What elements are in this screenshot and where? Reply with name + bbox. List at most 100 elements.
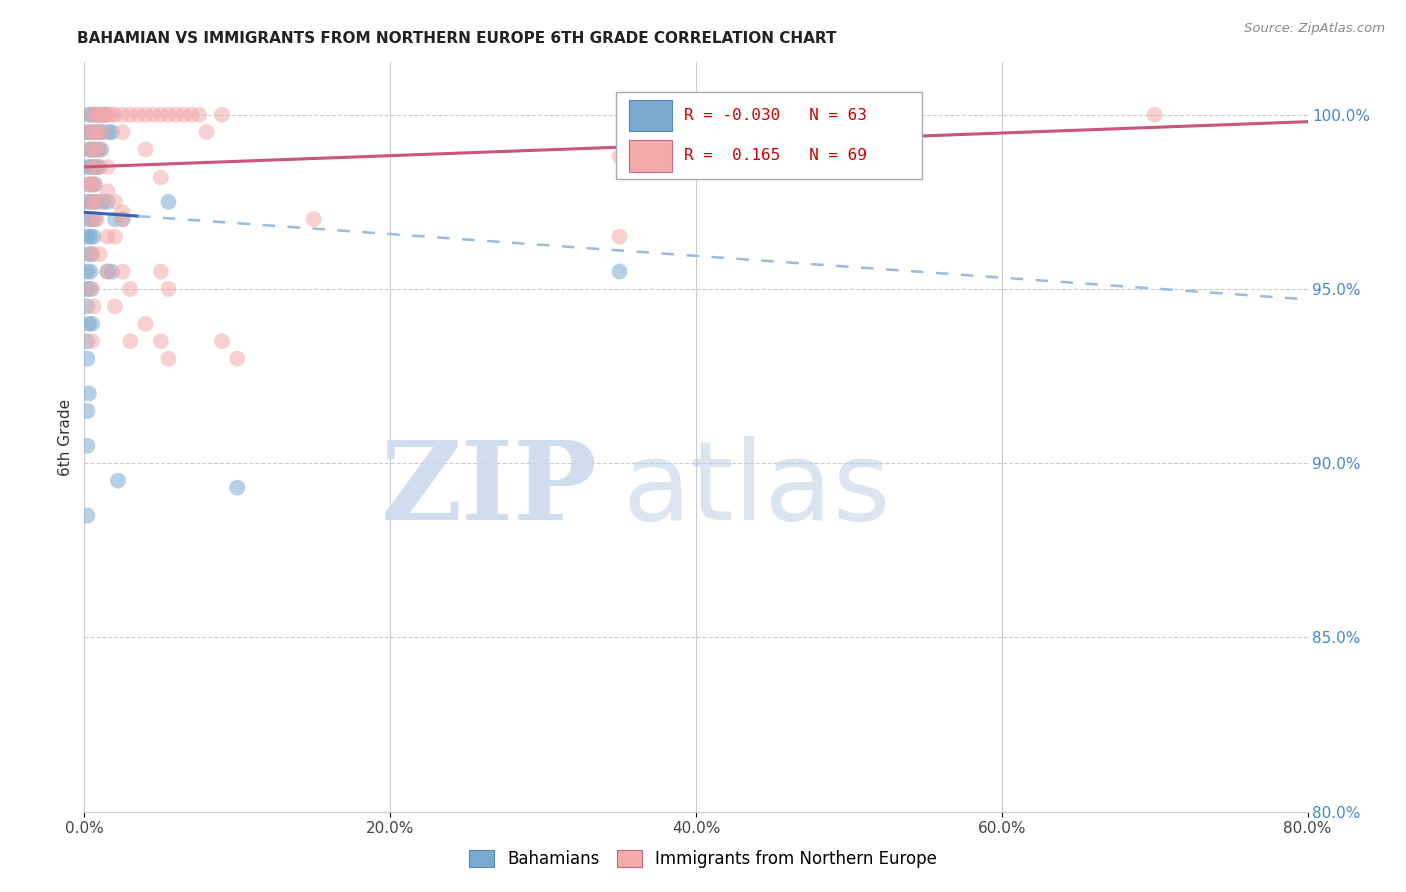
Point xyxy=(609,264,631,278)
Point xyxy=(80,160,103,174)
Point xyxy=(149,264,172,278)
Point xyxy=(135,143,157,157)
Point xyxy=(120,334,142,349)
Point xyxy=(77,212,100,227)
Point xyxy=(111,264,134,278)
Legend: Bahamians, Immigrants from Northern Europe: Bahamians, Immigrants from Northern Euro… xyxy=(463,843,943,875)
Point xyxy=(84,194,107,209)
Point xyxy=(76,334,98,349)
Point xyxy=(149,334,172,349)
Point xyxy=(157,194,180,209)
Point xyxy=(142,108,165,122)
Point xyxy=(86,212,108,227)
Point xyxy=(80,108,103,122)
Point xyxy=(80,212,103,227)
Point xyxy=(96,194,118,209)
Point xyxy=(211,108,233,122)
Point xyxy=(302,212,325,227)
Point xyxy=(77,386,100,401)
Point xyxy=(77,178,100,192)
Point xyxy=(104,299,127,313)
Point xyxy=(89,160,111,174)
Point xyxy=(120,282,142,296)
Point xyxy=(135,317,157,331)
Point xyxy=(76,351,98,366)
Point xyxy=(149,170,172,185)
Point xyxy=(96,185,118,199)
Point xyxy=(180,108,202,122)
Point xyxy=(91,125,114,139)
Point xyxy=(101,125,124,139)
Point xyxy=(90,143,112,157)
Point xyxy=(96,108,118,122)
Point xyxy=(79,143,101,157)
Text: R =  0.165   N = 69: R = 0.165 N = 69 xyxy=(683,148,866,163)
Bar xyxy=(628,140,672,171)
Point xyxy=(91,194,114,209)
Point xyxy=(77,125,100,139)
Text: ZIP: ZIP xyxy=(381,436,598,543)
Point xyxy=(104,212,127,227)
Point xyxy=(609,229,631,244)
Point xyxy=(76,194,98,209)
Point xyxy=(80,282,103,296)
Point xyxy=(226,481,249,495)
Point xyxy=(76,508,98,523)
Point xyxy=(76,439,98,453)
Point xyxy=(96,108,118,122)
Point xyxy=(77,108,100,122)
Point xyxy=(76,229,98,244)
Point xyxy=(86,108,108,122)
Point xyxy=(609,149,631,163)
Point xyxy=(211,334,233,349)
Point xyxy=(80,247,103,261)
Point xyxy=(76,282,98,296)
Point xyxy=(83,125,105,139)
Point xyxy=(157,282,180,296)
Point xyxy=(83,178,105,192)
Point xyxy=(83,194,105,209)
Point xyxy=(89,108,111,122)
Point xyxy=(79,194,101,209)
Point xyxy=(79,229,101,244)
Point xyxy=(80,247,103,261)
Point xyxy=(87,108,110,122)
Point xyxy=(111,212,134,227)
Point xyxy=(89,194,111,209)
Text: Source: ZipAtlas.com: Source: ZipAtlas.com xyxy=(1244,22,1385,36)
Point xyxy=(104,229,127,244)
Point xyxy=(93,108,115,122)
Point xyxy=(76,299,98,313)
Point xyxy=(101,108,124,122)
Point xyxy=(91,108,114,122)
Point xyxy=(86,194,108,209)
Point xyxy=(89,143,111,157)
Point xyxy=(77,247,100,261)
Point xyxy=(111,125,134,139)
Point xyxy=(77,317,100,331)
Point xyxy=(89,125,111,139)
Point xyxy=(76,125,98,139)
Point xyxy=(111,212,134,227)
Point xyxy=(96,264,118,278)
Point xyxy=(84,108,107,122)
Point xyxy=(120,108,142,122)
Point xyxy=(90,108,112,122)
Point xyxy=(157,108,180,122)
Text: atlas: atlas xyxy=(623,436,891,543)
Point xyxy=(80,178,103,192)
Point xyxy=(80,317,103,331)
Point xyxy=(83,125,105,139)
Point xyxy=(104,108,127,122)
Point xyxy=(188,108,211,122)
Point xyxy=(80,178,103,192)
Y-axis label: 6th Grade: 6th Grade xyxy=(58,399,73,475)
Point xyxy=(101,264,124,278)
Point xyxy=(77,178,100,192)
Point xyxy=(84,143,107,157)
Point xyxy=(76,404,98,418)
Point xyxy=(111,108,134,122)
Point xyxy=(195,125,218,139)
Point xyxy=(104,194,127,209)
Point xyxy=(79,194,101,209)
